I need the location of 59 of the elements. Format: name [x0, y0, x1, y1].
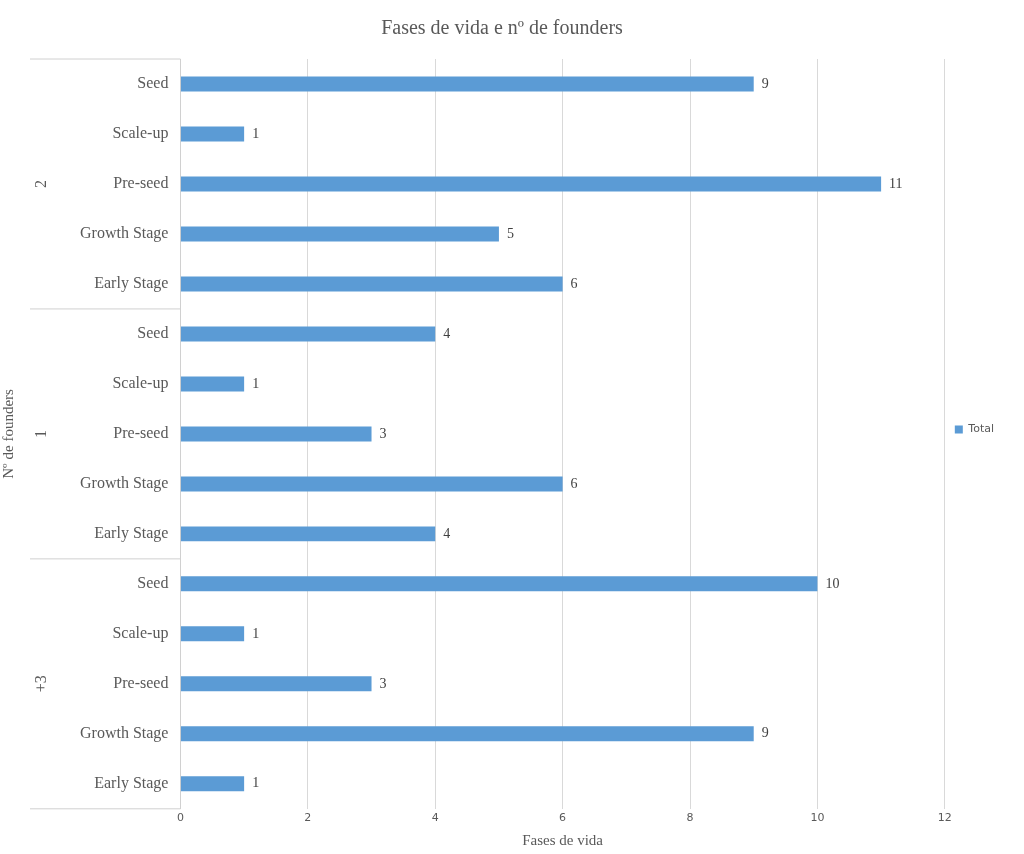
bar — [180, 776, 245, 792]
bar — [180, 676, 372, 692]
bar — [180, 526, 436, 542]
y-tick-label: Early Stage — [94, 274, 169, 293]
x-tick-label: 6 — [559, 811, 567, 825]
bar — [180, 176, 882, 192]
bar — [180, 326, 436, 342]
y-tick-label: Scale-up — [112, 124, 169, 143]
bar — [180, 226, 499, 242]
y-tick-label: Growth Stage — [79, 724, 169, 743]
y-tick-label: Seed — [137, 74, 169, 92]
x-axis-title: Fases de vida — [522, 831, 604, 848]
y-tick-label: Scale-up — [112, 624, 169, 643]
data-label: 6 — [570, 275, 578, 291]
legend-label: Total — [967, 422, 995, 436]
data-label: 6 — [570, 475, 578, 491]
x-tick-label: 4 — [431, 811, 439, 825]
y-tick-label: Growth Stage — [79, 474, 169, 493]
data-label: 4 — [443, 325, 451, 341]
bar — [180, 576, 818, 592]
x-tick-label: 12 — [937, 811, 952, 825]
data-label: 1 — [252, 125, 260, 141]
x-tick-label: 10 — [810, 811, 825, 825]
text: 2 — [32, 179, 50, 188]
data-label: 5 — [506, 225, 514, 241]
y-tick-label: Early Stage — [94, 524, 169, 543]
bar — [180, 476, 563, 492]
x-tick-label: 0 — [176, 811, 184, 825]
text: 1 — [32, 429, 50, 438]
x-tick-label: 8 — [686, 811, 694, 825]
y-axis-title: Nº de founders — [0, 388, 16, 479]
y-tick-label: Pre-seed — [113, 174, 169, 192]
y-tick-label: Seed — [137, 574, 169, 592]
bar — [180, 726, 754, 742]
data-label: 10 — [825, 575, 840, 591]
bar — [180, 126, 245, 142]
data-label: 1 — [252, 625, 260, 641]
data-label: 3 — [379, 675, 387, 691]
x-tick-label: 2 — [304, 811, 312, 825]
chart-title: Fases de vida e nº de founders — [381, 16, 624, 39]
y-tick-label: Scale-up — [112, 374, 169, 393]
data-label: 1 — [252, 375, 260, 391]
y-tick-label: Seed — [137, 324, 169, 342]
y-tick-label: Growth Stage — [79, 224, 169, 243]
bar — [180, 76, 754, 92]
bar — [180, 276, 563, 292]
data-label: 3 — [379, 425, 387, 441]
data-label: 11 — [889, 175, 903, 191]
data-label: 9 — [761, 75, 769, 91]
bar — [180, 376, 245, 392]
data-label: 9 — [761, 725, 769, 741]
data-label: 1 — [252, 775, 260, 791]
bar — [180, 426, 372, 442]
y-tick-label: Early Stage — [94, 774, 169, 793]
data-label: 4 — [443, 525, 451, 541]
y-tick-label: Pre-seed — [113, 674, 169, 692]
bar — [180, 626, 245, 642]
y-tick-label: Pre-seed — [113, 424, 169, 442]
text: +3 — [32, 675, 50, 693]
